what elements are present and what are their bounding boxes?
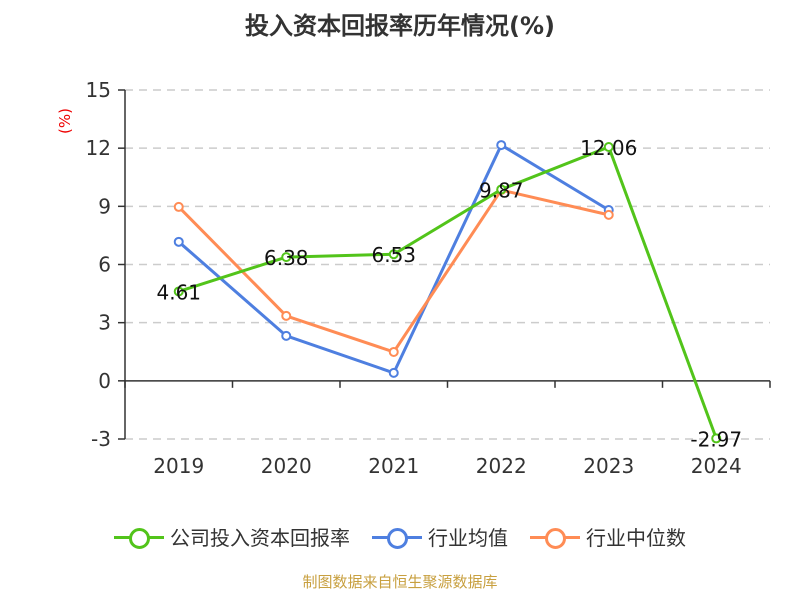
data-point xyxy=(281,310,292,321)
data-point xyxy=(388,367,399,378)
data-point xyxy=(281,252,292,263)
legend-item-industry-median[interactable]: 行业中位数 xyxy=(530,522,686,551)
series-line xyxy=(178,145,718,439)
data-point xyxy=(388,249,399,260)
data-label: 6.53 xyxy=(371,243,416,267)
x-tick-label: 2019 xyxy=(153,454,204,478)
source-note: 制图数据来自恒生聚源数据库 xyxy=(302,573,498,591)
data-point xyxy=(173,236,184,247)
y-tick-label: 3 xyxy=(98,311,111,335)
legend-swatch xyxy=(530,527,580,549)
legend: 公司投入资本回报率 行业均值 行业中位数 xyxy=(0,522,800,551)
legend-label: 公司投入资本回报率 xyxy=(170,526,350,550)
legend-item-company[interactable]: 公司投入资本回报率 xyxy=(114,522,350,551)
data-point xyxy=(603,142,614,153)
legend-swatch xyxy=(372,527,422,549)
y-tick-label: 12 xyxy=(86,136,111,160)
x-tick-label: 2021 xyxy=(368,454,419,478)
data-point xyxy=(173,286,184,297)
data-label: 9.87 xyxy=(479,178,524,202)
x-tick-label: 2020 xyxy=(261,454,312,478)
x-tick-label: 2024 xyxy=(691,454,742,478)
data-label: 12.06 xyxy=(580,136,637,160)
chart-title: 投入资本回报率历年情况(%) xyxy=(245,12,555,40)
legend-swatch xyxy=(114,527,164,549)
data-point xyxy=(496,184,507,195)
y-tick-label: 6 xyxy=(98,253,111,277)
y-tick-label: -3 xyxy=(91,427,111,451)
data-point xyxy=(496,140,507,151)
x-tick-label: 2023 xyxy=(583,454,634,478)
data-point xyxy=(603,209,614,220)
data-point xyxy=(173,201,184,212)
data-point xyxy=(711,433,722,444)
legend-label: 行业均值 xyxy=(428,526,508,550)
data-point xyxy=(281,330,292,341)
legend-item-industry-mean[interactable]: 行业均值 xyxy=(372,522,508,551)
legend-label: 行业中位数 xyxy=(586,526,686,550)
data-label: 6.38 xyxy=(264,246,309,270)
y-tick-label: 9 xyxy=(98,194,111,218)
y-tick-label: 0 xyxy=(98,369,111,393)
x-tick-label: 2022 xyxy=(476,454,527,478)
data-point xyxy=(388,346,399,357)
y-tick-label: 15 xyxy=(86,78,111,102)
data-label: 4.61 xyxy=(156,280,201,304)
data-label: -2.97 xyxy=(690,427,742,451)
